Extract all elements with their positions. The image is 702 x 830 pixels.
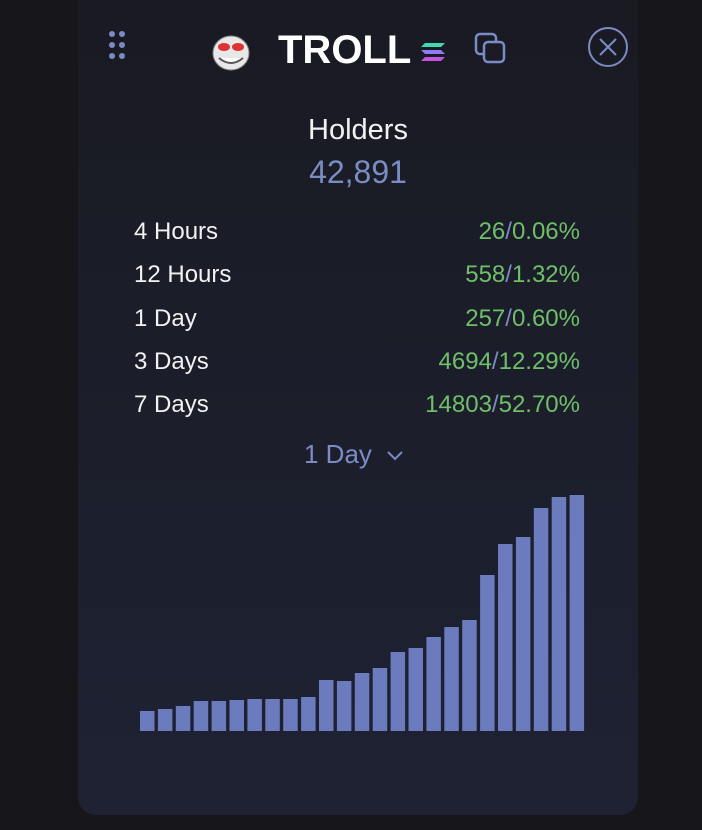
range-selected[interactable]: 1 Day [304, 439, 372, 469]
bar [498, 544, 513, 731]
change-value: 14803/52.70% [425, 391, 580, 419]
bar [444, 627, 459, 731]
percent: 52.70% [498, 391, 580, 419]
bar [175, 706, 191, 731]
count: 14803 [425, 391, 492, 419]
separator: / [505, 218, 512, 245]
close-button[interactable] [586, 25, 630, 69]
bar [480, 575, 495, 731]
change-row: 3 Days 4694/12.29% [134, 348, 580, 378]
bar [426, 637, 441, 731]
change-value: 4694/12.29% [439, 348, 580, 376]
bar [533, 508, 549, 731]
holders-value: 42,891 [309, 154, 407, 190]
period: 1 Day [134, 304, 197, 332]
separator: / [505, 304, 512, 332]
percent: 0.06% [511, 218, 580, 245]
bar [247, 699, 262, 731]
count: 257 [465, 304, 506, 332]
period: 4 Hours [134, 218, 219, 245]
change-value: 257/0.60% [465, 305, 580, 333]
bar [283, 699, 298, 731]
bar [551, 497, 567, 731]
holders-label: Holders [308, 114, 408, 146]
bar [408, 648, 423, 731]
bar [372, 668, 388, 731]
separator: / [491, 391, 499, 419]
bar [211, 701, 227, 731]
change-value: 26/0.06% [479, 218, 580, 246]
bar [301, 697, 316, 731]
percent: 12.29% [498, 347, 580, 375]
token-symbol: TROLL [278, 28, 412, 72]
separator: / [491, 347, 499, 375]
chevron [387, 451, 403, 461]
percent: 1.32% [511, 261, 580, 289]
bar [354, 673, 370, 731]
bar [193, 701, 209, 731]
chain-icon [421, 43, 445, 61]
drag-handle[interactable] [108, 30, 128, 62]
count: 558 [465, 261, 506, 289]
copy-button[interactable] [474, 32, 508, 66]
bar [140, 711, 155, 731]
change-row: 4 Hours 26/0.06% [134, 218, 580, 248]
period: 3 Days [134, 347, 209, 375]
count: 26 [478, 218, 506, 245]
count: 4694 [438, 347, 492, 375]
period: 7 Days [134, 391, 209, 419]
bar [462, 620, 477, 731]
bar [390, 652, 406, 731]
period: 12 Hours [134, 261, 232, 289]
bar [157, 709, 173, 731]
change-row: 1 Day 257/0.60% [134, 305, 580, 335]
separator: / [505, 261, 512, 289]
change-value: 558/1.32% [465, 261, 580, 289]
bar [229, 700, 244, 731]
percent: 0.60% [511, 304, 580, 332]
bar [319, 680, 334, 731]
token-icon [212, 35, 250, 71]
range-dropdown[interactable]: 1 Day [304, 439, 405, 470]
bar [569, 495, 585, 731]
bar [265, 699, 280, 731]
change-row: 12 Hours 558/1.32% [134, 261, 580, 291]
bar [336, 681, 352, 731]
bar [515, 537, 531, 731]
change-row: 7 Days 14803/52.70% [134, 391, 580, 421]
